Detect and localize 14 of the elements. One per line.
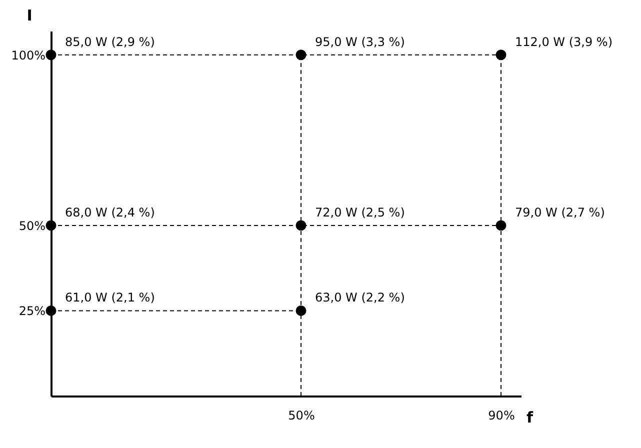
annotation: 95,0 W (3,3 %) [315, 34, 405, 49]
y-axis-title: I [26, 6, 32, 24]
y-tick-label: 50% [18, 218, 46, 233]
x-axis-title: f [526, 408, 534, 426]
annotation: 61,0 W (2,1 %) [65, 290, 155, 305]
annotation: 79,0 W (2,7 %) [515, 205, 605, 220]
annotation: 68,0 W (2,4 %) [65, 205, 155, 220]
annotation: 72,0 W (2,5 %) [315, 205, 405, 220]
annotation: 85,0 W (2,9 %) [65, 34, 155, 49]
annotation: 63,0 W (2,2 %) [315, 290, 405, 305]
y-tick-label: 25% [18, 304, 46, 318]
x-tick-label: 90% [488, 408, 515, 422]
y-tick-label: 100% [11, 48, 46, 62]
annotation: 112,0 W (3,9 %) [515, 34, 613, 49]
